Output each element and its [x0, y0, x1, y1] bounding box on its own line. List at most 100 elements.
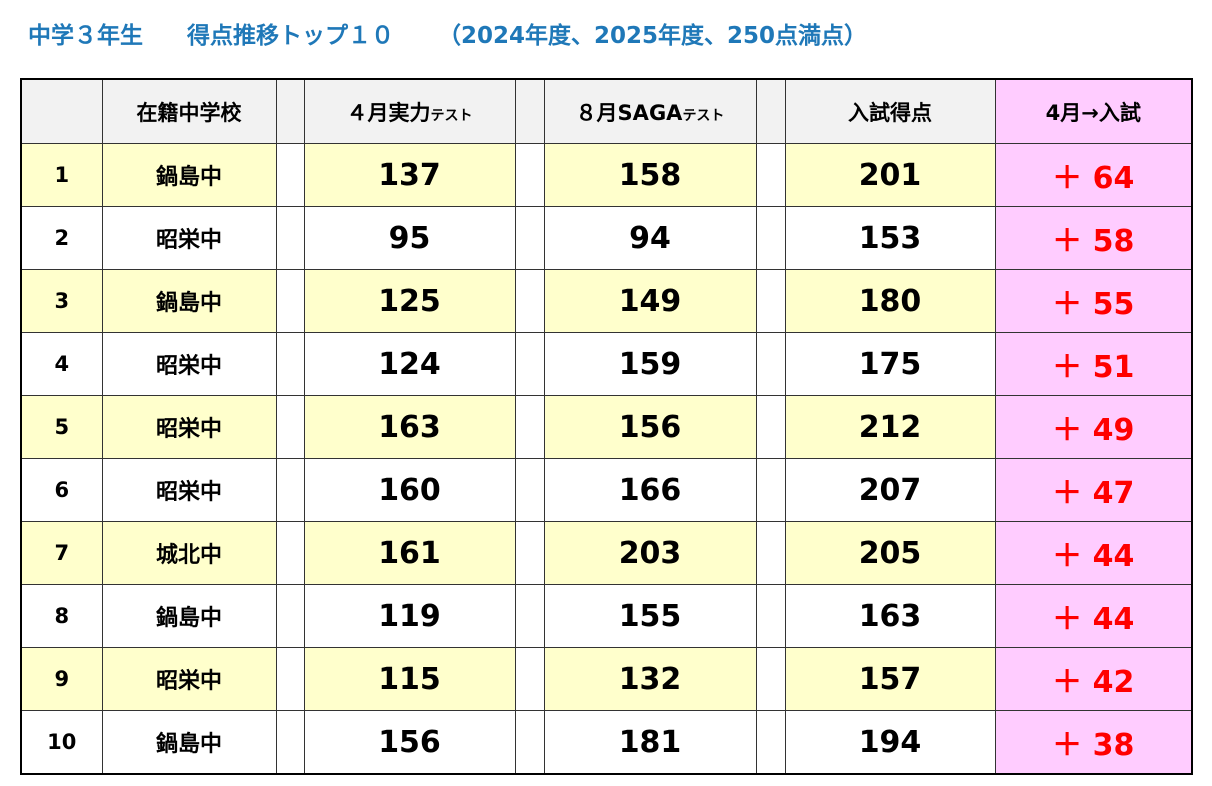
title-line: 中学３年生 得点推移トップ１０ （2024年度、2025年度、250点満点）: [28, 16, 911, 50]
cell: 203: [543, 521, 757, 585]
cell: 2: [20, 206, 103, 270]
cell: 1: [20, 143, 103, 207]
spacer-cell: [755, 584, 786, 648]
cell: 6: [20, 458, 103, 522]
cell: 10: [20, 710, 103, 775]
cell: 9: [20, 647, 103, 711]
cell: 昭栄中: [101, 332, 277, 396]
cell: 95: [303, 206, 516, 270]
spacer-cell: [275, 710, 305, 775]
cell: 125: [303, 269, 516, 333]
cell: 153: [784, 206, 996, 270]
spacer-cell: [514, 710, 545, 775]
cell: 124: [303, 332, 516, 396]
cell: 鍋島中: [101, 269, 277, 333]
spacer-cell: [275, 269, 305, 333]
diff-cell: ＋ 64: [994, 143, 1193, 207]
spacer-cell: [755, 206, 786, 270]
spacer-cell: [514, 584, 545, 648]
cell: 鍋島中: [101, 584, 277, 648]
header-text: ４月実力: [346, 100, 431, 125]
cell: 115: [303, 647, 516, 711]
spacer-cell: [514, 458, 545, 522]
cell: 212: [784, 395, 996, 459]
cell: 132: [543, 647, 757, 711]
title: 中学３年生: [28, 23, 143, 49]
cell: 昭栄中: [101, 395, 277, 459]
data-row: 7 城北中 161 203 205 ＋ 44: [20, 521, 1193, 585]
diff-cell: ＋ 55: [994, 269, 1193, 333]
cell: 鍋島中: [101, 143, 277, 207]
spacer-cell: [514, 269, 545, 333]
cell: 119: [303, 584, 516, 648]
spacer-cell: [755, 710, 786, 775]
cell: 鍋島中: [101, 710, 277, 775]
subtitle: 得点推移トップ１０: [187, 23, 394, 49]
cell: 156: [543, 395, 757, 459]
spacer-cell: [275, 143, 305, 207]
diff-cell: ＋ 38: [994, 710, 1193, 775]
data-row: 3 鍋島中 125 149 180 ＋ 55: [20, 269, 1193, 333]
spacer-cell: [514, 647, 545, 711]
data-row: 6 昭栄中 160 166 207 ＋ 47: [20, 458, 1193, 522]
spacer-cell: [514, 332, 545, 396]
cell: 94: [543, 206, 757, 270]
cell: 181: [543, 710, 757, 775]
cell: 156: [303, 710, 516, 775]
data-row: 8 鍋島中 119 155 163 ＋ 44: [20, 584, 1193, 648]
data-row: 2 昭栄中 95 94 153 ＋ 58: [20, 206, 1193, 270]
spacer-cell: [514, 206, 545, 270]
data-row: 4 昭栄中 124 159 175 ＋ 51: [20, 332, 1193, 396]
spacer-cell: [275, 78, 305, 144]
data-row: 10 鍋島中 156 181 194 ＋ 38: [20, 710, 1193, 775]
diff-cell: ＋ 49: [994, 395, 1193, 459]
header-text: 在籍中学校: [136, 100, 242, 125]
cell: 7: [20, 521, 103, 585]
cell: 4: [20, 332, 103, 396]
cell: 161: [303, 521, 516, 585]
spacer-cell: [755, 521, 786, 585]
cell: 3: [20, 269, 103, 333]
cell: 205: [784, 521, 996, 585]
spacer-cell: [275, 206, 305, 270]
spacer-cell: [275, 647, 305, 711]
diff-cell: ＋ 51: [994, 332, 1193, 396]
header-text: 4月→入試: [1045, 100, 1141, 125]
diff-cell: ＋ 42: [994, 647, 1193, 711]
spacer-cell: [755, 78, 786, 144]
spacer-cell: [755, 647, 786, 711]
spacer-cell: [755, 332, 786, 396]
spacer-cell: [275, 458, 305, 522]
cell: 207: [784, 458, 996, 522]
cell: 149: [543, 269, 757, 333]
spacer-cell: [514, 78, 545, 144]
cell: 城北中: [101, 521, 277, 585]
spacer-cell: [275, 332, 305, 396]
header-cell: 入試得点: [784, 78, 996, 144]
spacer-cell: [755, 269, 786, 333]
header-cell: 4月→入試: [994, 78, 1193, 144]
header-cell: ４月実力テスト: [303, 78, 516, 144]
cell: 昭栄中: [101, 458, 277, 522]
spacer-cell: [755, 143, 786, 207]
cell: 163: [303, 395, 516, 459]
spacer-cell: [275, 584, 305, 648]
cell: 159: [543, 332, 757, 396]
cell: 163: [784, 584, 996, 648]
note: （2024年度、2025年度、250点満点）: [438, 23, 868, 49]
diff-cell: ＋ 58: [994, 206, 1193, 270]
header-small: テスト: [430, 107, 473, 124]
cell: 8: [20, 584, 103, 648]
header-row: 在籍中学校 ４月実力テスト ８月SAGAテスト 入試得点 4月→入試: [20, 78, 1193, 144]
spacer-cell: [514, 395, 545, 459]
cell: 昭栄中: [101, 647, 277, 711]
cell: 180: [784, 269, 996, 333]
spacer-cell: [514, 143, 545, 207]
cell: 175: [784, 332, 996, 396]
spacer-cell: [755, 458, 786, 522]
header-small: テスト: [682, 107, 725, 124]
diff-cell: ＋ 44: [994, 584, 1193, 648]
header-cell: 在籍中学校: [101, 78, 277, 144]
diff-cell: ＋ 44: [994, 521, 1193, 585]
